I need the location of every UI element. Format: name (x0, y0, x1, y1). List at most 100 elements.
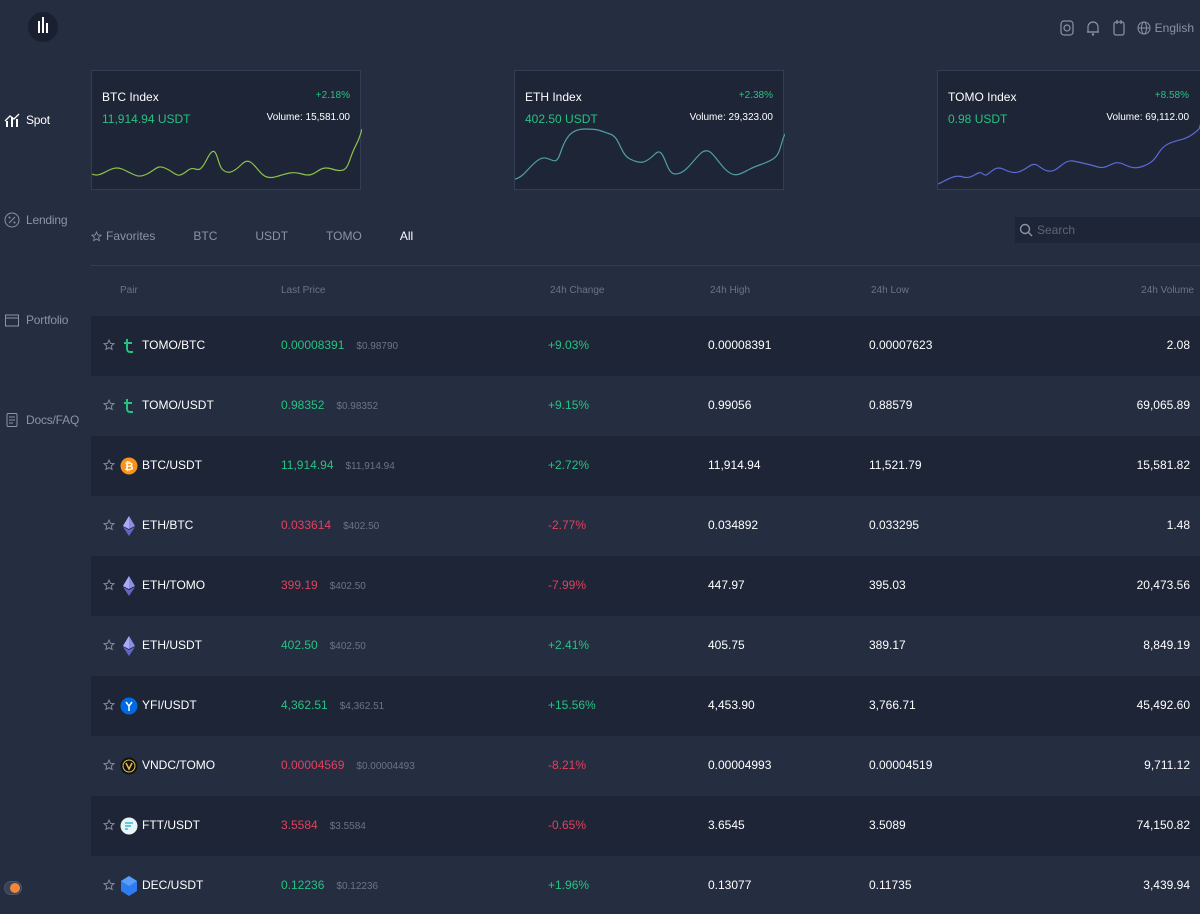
high-24h: 447.97 (708, 578, 745, 592)
index-sparkline (938, 124, 1200, 185)
low-24h: 0.11735 (869, 878, 912, 892)
index-change: +2.38% (738, 90, 773, 101)
high-24h: 3.6545 (708, 818, 745, 832)
app-logo[interactable] (28, 12, 58, 42)
usd-price: $0.98790 (356, 341, 399, 352)
language-selector[interactable]: English (1137, 21, 1194, 35)
usd-price: $402.50 (329, 641, 366, 652)
usd-price: $0.12236 (336, 881, 379, 892)
bitcoin-icon: ₿ (120, 455, 138, 477)
last-price: 399.19 (281, 578, 318, 592)
sidebar-item-portfolio[interactable]: Portfolio (4, 312, 68, 328)
pair-name: TOMO/BTC (142, 338, 206, 352)
vndc-coin-icon (120, 755, 138, 777)
tab-all[interactable]: All (400, 229, 413, 243)
last-price: 0.00004569 (281, 758, 345, 772)
sidebar-item-spot[interactable]: Spot (4, 112, 50, 128)
favorite-star-icon[interactable] (102, 878, 116, 891)
column-header-pair[interactable]: Pair (120, 285, 138, 296)
usd-price: $402.50 (329, 581, 366, 592)
tab-favorites[interactable]: Favorites (91, 229, 155, 243)
table-row[interactable]: FTT/USDT 3.5584 $3.5584 -0.65% 3.6545 3.5089 7… (91, 796, 1200, 856)
volume-24h: 2.08 (1166, 338, 1190, 352)
pair-name: ETH/BTC (142, 518, 194, 532)
index-card-tomo[interactable]: TOMO Index +8.58% 0.98 USDT Volume: 69,1… (937, 70, 1200, 190)
column-header-change[interactable]: 24h Change (550, 285, 605, 296)
table-row[interactable]: YFI/USDT 4,362.51 $4,362.51 +15.56% 4,453.90… (91, 676, 1200, 736)
volume-24h: 74,150.82 (1136, 818, 1190, 832)
favorite-star-icon[interactable] (102, 758, 116, 771)
market-table: TOMO/BTC 0.00008391 $0.98790 +9.03% 0.000083… (91, 316, 1200, 914)
usd-price: $4,362.51 (339, 701, 385, 712)
change-24h: +1.96% (548, 878, 590, 892)
low-24h: 389.17 (869, 638, 906, 652)
usd-price: $0.00004493 (356, 761, 415, 772)
yfi-coin-icon (120, 695, 138, 717)
tab-label: BTC (193, 229, 218, 243)
column-header-last-price[interactable]: Last Price (281, 285, 326, 296)
last-price-cell: 0.033614 $402.50 (281, 518, 379, 532)
lifebuoy-icon[interactable] (1059, 19, 1075, 37)
high-24h: 0.13077 (708, 878, 752, 892)
last-price-cell: 0.00004569 $0.00004493 (281, 758, 415, 772)
search-input[interactable] (1037, 223, 1187, 237)
favorite-star-icon[interactable] (102, 518, 116, 531)
bell-icon[interactable] (1085, 19, 1101, 37)
index-title: BTC Index (102, 90, 159, 104)
sidebar-item-label: Lending (26, 213, 68, 227)
index-price: 11,914.94 USDT (102, 112, 191, 126)
table-row[interactable]: VNDC/TOMO 0.00004569 $0.00004493 -8.21% 0.00… (91, 736, 1200, 796)
last-price-cell: 399.19 $402.50 (281, 578, 366, 592)
last-price-cell: 402.50 $402.50 (281, 638, 366, 652)
usd-price: $3.5584 (329, 821, 366, 832)
tab-btc[interactable]: BTC (193, 229, 217, 243)
sidebar-item-lending[interactable]: Lending (4, 212, 68, 228)
column-header-volume[interactable]: 24h Volume (1141, 285, 1194, 296)
table-row[interactable]: ₿ BTC/USDT 11,914.94 $11,914.94 +2.72% 11,914… (91, 436, 1200, 496)
last-price: 0.98352 (281, 398, 325, 412)
pair-name: TOMO/USDT (142, 398, 214, 412)
last-price: 402.50 (281, 638, 318, 652)
favorite-star-icon[interactable] (102, 458, 116, 471)
table-row[interactable]: TOMO/USDT 0.98352 $0.98352 +9.15% 0.99056 0.8… (91, 376, 1200, 436)
index-price: 0.98 USDT (948, 112, 1008, 126)
high-24h: 0.99056 (708, 398, 752, 412)
change-24h: -0.65% (548, 818, 587, 832)
table-row[interactable]: ETH/USDT 402.50 $402.50 +2.41% 405.75 389.17 8… (91, 616, 1200, 676)
column-header-high[interactable]: 24h High (710, 285, 751, 296)
table-row[interactable]: ETH/BTC 0.033614 $402.50 -2.77% 0.034892 0.03… (91, 496, 1200, 556)
low-24h: 0.00004519 (869, 758, 933, 772)
sidebar-item-label: Spot (26, 113, 50, 127)
favorite-star-icon[interactable] (102, 578, 116, 591)
header-actions: English (1059, 19, 1194, 37)
wallet-icon[interactable] (1111, 19, 1127, 37)
last-price-cell: 0.00008391 $0.98790 (281, 338, 398, 352)
index-sparkline (515, 128, 785, 180)
column-header-low[interactable]: 24h Low (871, 285, 909, 296)
index-volume: Volume: 29,323.00 (689, 112, 773, 123)
favorite-star-icon[interactable] (102, 818, 116, 831)
star-icon (91, 230, 102, 241)
favorite-star-icon[interactable] (102, 338, 116, 351)
last-price: 0.00008391 (281, 338, 345, 352)
search-box (1015, 217, 1200, 243)
tab-label: TOMO (326, 229, 362, 243)
favorite-star-icon[interactable] (102, 398, 116, 411)
theme-toggle[interactable] (4, 881, 22, 895)
table-row[interactable]: ETH/TOMO 399.19 $402.50 -7.99% 447.97 395.03 2… (91, 556, 1200, 616)
last-price-cell: 3.5584 $3.5584 (281, 818, 366, 832)
table-row[interactable]: DEC/USDT 0.12236 $0.12236 +1.96% 0.13077 0.11… (91, 856, 1200, 914)
table-row[interactable]: TOMO/BTC 0.00008391 $0.98790 +9.03% 0.000083… (91, 316, 1200, 376)
tab-usdt[interactable]: USDT (255, 229, 288, 243)
favorite-star-icon[interactable] (102, 698, 116, 711)
ftt-coin-icon (120, 815, 138, 837)
sidebar-item-label: Docs/FAQ (26, 413, 80, 427)
tab-tomo[interactable]: TOMO (326, 229, 362, 243)
sidebar-item-docs[interactable]: Docs/FAQ (4, 412, 79, 428)
volume-24h: 20,473.56 (1136, 578, 1190, 592)
index-card-btc[interactable]: BTC Index +2.18% 11,914.94 USDT Volume: … (91, 70, 362, 190)
change-24h: +2.41% (548, 638, 590, 652)
favorite-star-icon[interactable] (102, 638, 116, 651)
index-card-eth[interactable]: ETH Index +2.38% 402.50 USDT Volume: 29,… (514, 70, 785, 190)
tomo-coin-icon (120, 395, 138, 417)
